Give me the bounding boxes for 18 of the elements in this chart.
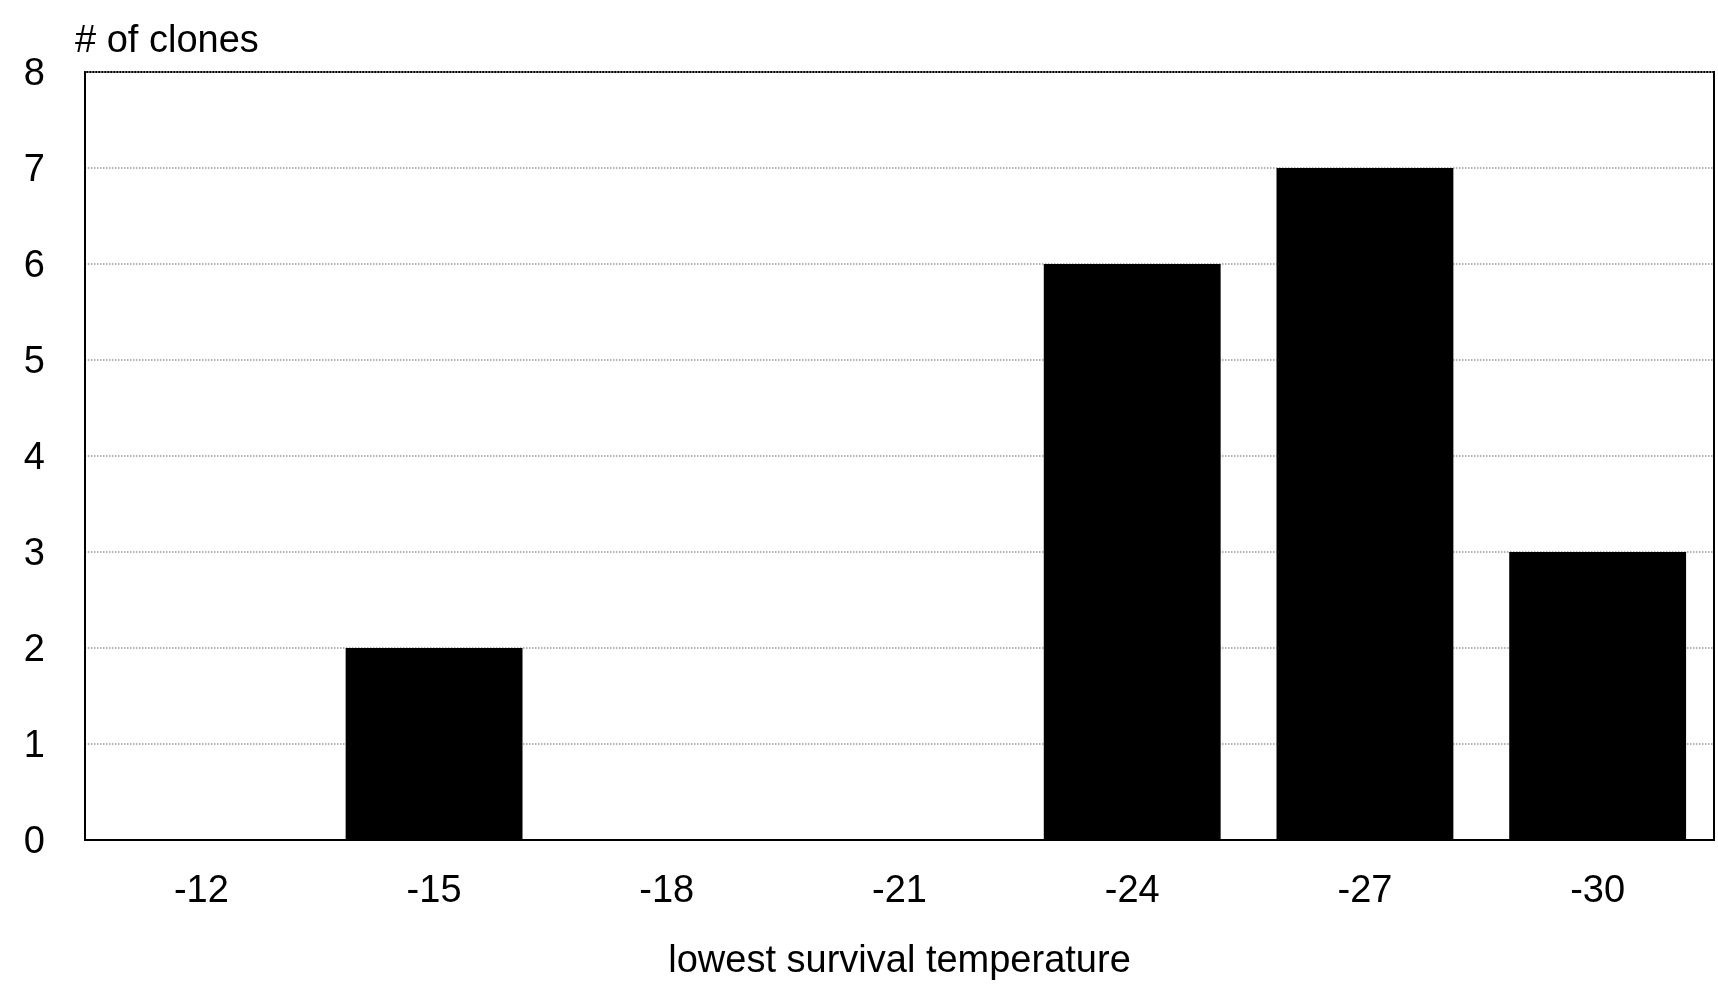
y-tick-label: 6 (23, 243, 45, 285)
x-tick-label: -12 (173, 868, 229, 910)
x-tick-label: -24 (1104, 868, 1160, 910)
y-tick-label: 5 (23, 339, 45, 381)
x-tick-label: -27 (1337, 868, 1393, 910)
x-tick-label: -30 (1570, 868, 1626, 910)
y-tick-label: 3 (23, 531, 45, 573)
y-tick-label: 8 (23, 51, 45, 93)
x-tick-label: -21 (872, 868, 927, 910)
x-axis-title: lowest survival temperature (668, 938, 1131, 980)
y-tick-label: 0 (23, 819, 45, 861)
y-tick-label: 2 (23, 627, 45, 669)
x-tick-label: -15 (406, 868, 462, 910)
x-tick-label: -18 (639, 868, 695, 910)
y-axis-title: # of clones (75, 18, 259, 60)
y-tick-label: 4 (23, 435, 45, 477)
y-tick-label: 7 (23, 147, 45, 189)
y-tick-label: 1 (23, 723, 45, 765)
